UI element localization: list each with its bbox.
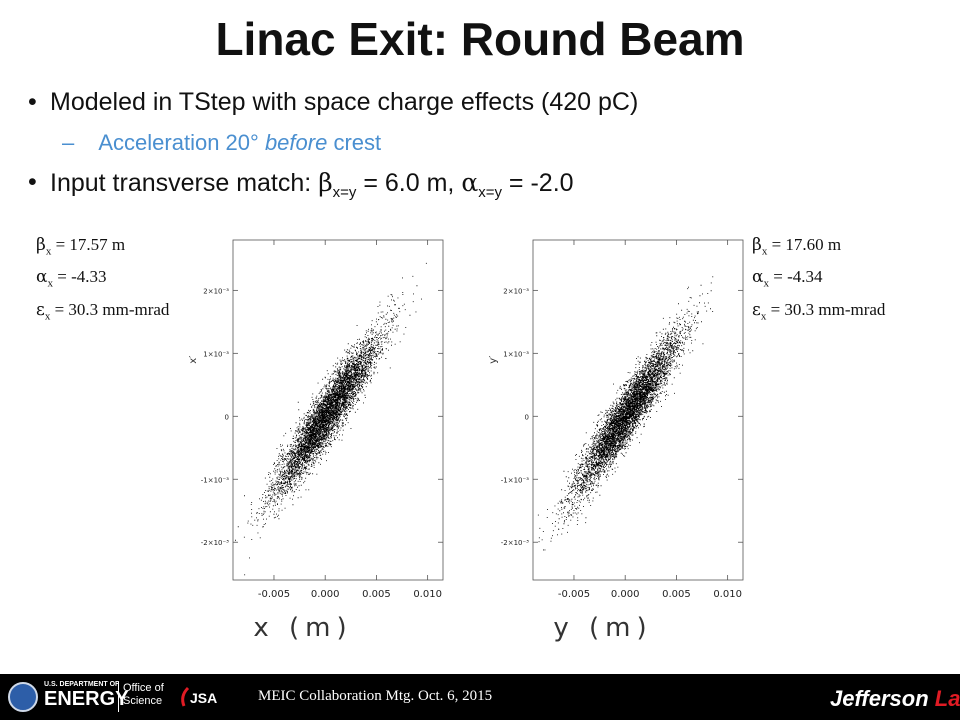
y-tick-label: 1×10⁻³	[503, 350, 529, 358]
doe-dept-text: U.S. DEPARTMENT OF	[44, 681, 120, 688]
y-tick-label: -1×10⁻³	[501, 476, 529, 484]
beta-line: βx = 17.57 m	[36, 232, 169, 264]
y-tick-label: 2×10⁻³	[203, 287, 229, 295]
alpha-line: αx = -4.33	[36, 264, 169, 296]
y-tick-label: 2×10⁻³	[503, 287, 529, 295]
jsa-logo-icon: JSA	[181, 686, 217, 707]
x-tick-label: 0.010	[713, 589, 742, 600]
alpha-symbol: α	[461, 168, 479, 197]
match-prefix: Input transverse match:	[50, 169, 319, 197]
plot-frame	[532, 239, 744, 581]
epsilon-symbol: ε	[36, 299, 45, 320]
subbullet-dash: –	[62, 130, 75, 155]
bullet-dot: •	[28, 168, 37, 196]
x-tick-label: 0.005	[362, 589, 391, 600]
alpha-value: = -2.0	[501, 169, 574, 197]
jlab-jefferson: Jefferson	[830, 686, 929, 711]
subbullet-text: Acceleration 20°	[98, 130, 265, 155]
beta-subscript: x	[761, 245, 768, 258]
scatter-points	[537, 276, 714, 551]
plot-frame	[232, 239, 444, 581]
alpha-symbol: α	[752, 267, 764, 288]
x-tick-label: -0.005	[258, 589, 290, 600]
doe-energy-text: ENERGY	[44, 688, 129, 710]
beta-symbol: β	[36, 235, 46, 255]
twiss-params-right: βx = 17.60 m αx = -4.34 εx = 30.3 mm-mra…	[752, 232, 885, 329]
beta-symbol: β	[752, 235, 762, 255]
jefferson-lab-logo: Jefferson Lab	[830, 686, 960, 712]
office-line2: Science	[123, 695, 163, 707]
alpha-symbol: α	[36, 267, 48, 288]
epsilon-symbol: ε	[752, 299, 761, 320]
y-tick-label: 1×10⁻³	[203, 350, 229, 358]
logo-divider	[118, 682, 119, 712]
bullet-dot: •	[28, 88, 37, 116]
alpha-subscript: x	[47, 277, 53, 290]
epsilon-subscript: x	[760, 310, 767, 323]
y-tick-label: 0	[525, 413, 529, 421]
phase-space-plot-y: -0.005 0.000 0.005 0.010 -2×10⁻³ -1×10⁻³ 0 1×10…	[488, 239, 744, 643]
epsilon-value: = 30.3 mm-mrad	[766, 299, 886, 319]
y-axis-label: x′	[188, 355, 199, 364]
beta-subscript: x=y	[332, 184, 357, 201]
beta-symbol: β	[318, 168, 333, 197]
title-bar: Linac Exit: Round Beam	[0, 0, 960, 80]
phase-space-plot-x: -0.005 0.000 0.005 0.010 -2×10⁻³ -1×10⁻³ 0 1×10…	[188, 239, 444, 643]
twiss-params-left: βx = 17.57 m αx = -4.33 εx = 30.3 mm-mra…	[36, 232, 169, 329]
doe-seal-icon	[8, 682, 38, 712]
y-tick-label: 0	[225, 413, 229, 421]
footer-bar: U.S. DEPARTMENT OF ENERGY Office of Scie…	[0, 674, 960, 720]
y-tick-label: -2×10⁻³	[201, 539, 229, 547]
scatter-point-cloud	[235, 262, 427, 576]
beta-value: = 6.0 m,	[356, 169, 462, 197]
y-tick-label: -2×10⁻³	[501, 539, 529, 547]
x-axis-label: y (m)	[553, 613, 652, 643]
y-tick-label: -1×10⁻³	[201, 476, 229, 484]
epsilon-value: = 30.3 mm-mrad	[50, 299, 170, 319]
scatter-point-cloud	[537, 276, 714, 551]
x-tick-label: 0.000	[311, 589, 340, 600]
beta-line: βx = 17.60 m	[752, 232, 885, 264]
x-tick-label: -0.005	[558, 589, 590, 600]
office-of-science: Office of Science	[123, 682, 164, 708]
x-tick-label: 0.010	[413, 589, 442, 600]
alpha-value: = -4.34	[768, 267, 823, 287]
beta-subscript: x	[45, 245, 52, 258]
alpha-subscript: x	[763, 277, 769, 290]
office-line1: Office of	[123, 682, 164, 694]
jsa-text: JSA	[190, 690, 217, 706]
bullet-text: Modeled in TStep with space charge effec…	[50, 88, 639, 116]
subbullet-acceleration: – Acceleration 20° before crest	[62, 130, 381, 156]
x-tick-label: 0.000	[611, 589, 640, 600]
emittance-line: εx = 30.3 mm-mrad	[752, 297, 885, 329]
beta-value: = 17.60 m	[767, 235, 842, 254]
alpha-subscript: x=y	[478, 184, 502, 201]
epsilon-subscript: x	[44, 310, 51, 323]
emittance-line: εx = 30.3 mm-mrad	[36, 297, 169, 329]
subbullet-italic: before	[264, 130, 328, 155]
alpha-value: = -4.33	[52, 267, 107, 287]
bullet-text: Input transverse match: βx=y = 6.0 m, αx…	[50, 168, 574, 201]
scatter-points	[235, 262, 427, 576]
beta-value: = 17.57 m	[51, 235, 126, 254]
footer-meeting-text: MEIC Collaboration Mtg. Oct. 6, 2015	[258, 688, 493, 704]
alpha-line: αx = -4.34	[752, 264, 885, 296]
x-tick-label: 0.005	[662, 589, 691, 600]
subbullet-suffix: crest	[327, 130, 382, 155]
y-axis-label: y′	[488, 355, 499, 364]
jlab-lab: Lab	[934, 686, 960, 711]
slide-title: Linac Exit: Round Beam	[215, 13, 745, 65]
x-axis-label: x (m)	[253, 613, 352, 643]
